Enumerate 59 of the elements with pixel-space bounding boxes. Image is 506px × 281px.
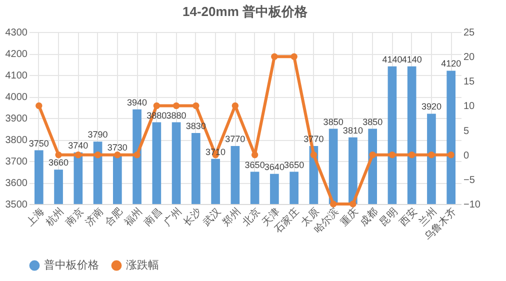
data-label: 3920 [421, 102, 442, 112]
legend-label: 普中板价格 [44, 258, 99, 272]
y2-tick-label: 10 [464, 101, 476, 112]
point [55, 152, 62, 158]
point [251, 152, 258, 158]
point [290, 53, 298, 60]
point [271, 53, 278, 60]
y2-tick-label: 5 [464, 126, 470, 137]
chart-title: 14-20mm 普中板价格 [182, 4, 308, 19]
point [232, 102, 239, 110]
y-tick-label: 4300 [5, 28, 28, 38]
point [114, 152, 121, 158]
point [36, 102, 42, 110]
data-label: 3750 [28, 138, 49, 148]
y-tick-label: 3900 [5, 114, 28, 124]
y2-tick-label: 0 [464, 150, 470, 162]
point [94, 152, 102, 158]
y2-tick-label: −5 [464, 174, 476, 186]
legend-label: 涨跌幅 [126, 260, 159, 272]
data-label: 3790 [88, 130, 108, 140]
y-tick-label: 4000 [5, 92, 28, 103]
point [134, 152, 140, 158]
y2-tick-label: 15 [464, 76, 476, 88]
point [369, 152, 376, 158]
y-tick-label: 3500 [5, 200, 28, 210]
y2-tick-label: 25 [464, 28, 476, 38]
data-label: 3640 [264, 162, 284, 172]
y-tick-label: 3700 [5, 156, 28, 168]
point [428, 152, 435, 158]
y-tick-label: 3800 [5, 135, 28, 146]
point [330, 200, 337, 208]
y-tick-label: 4100 [5, 70, 28, 82]
data-label: 3880 [166, 110, 186, 120]
data-label: 3650 [284, 160, 304, 170]
data-label: 3770 [225, 134, 246, 144]
data-label: 3850 [323, 116, 344, 127]
y-tick-label: 4200 [5, 49, 28, 60]
point [172, 102, 180, 110]
data-label: 3810 [342, 125, 363, 136]
data-label: 4140 [382, 54, 402, 64]
data-label: 3660 [48, 158, 69, 168]
data-label: 3650 [244, 160, 265, 170]
point [310, 152, 318, 158]
point [388, 152, 396, 158]
data-label: 3730 [107, 142, 128, 153]
point [74, 152, 82, 158]
data-label: 4140 [402, 54, 422, 64]
y2-tick-label: −10 [464, 200, 481, 210]
y2-tick-label: 20 [464, 52, 476, 64]
data-label: 3940 [127, 97, 148, 108]
data-label: 4120 [441, 58, 462, 69]
point [408, 152, 416, 158]
point [448, 152, 454, 158]
y-tick-label: 3600 [5, 178, 28, 189]
point [192, 102, 200, 110]
point [350, 200, 356, 208]
point [153, 102, 160, 110]
data-label: 3850 [362, 116, 383, 127]
data-label: 3740 [68, 140, 88, 150]
